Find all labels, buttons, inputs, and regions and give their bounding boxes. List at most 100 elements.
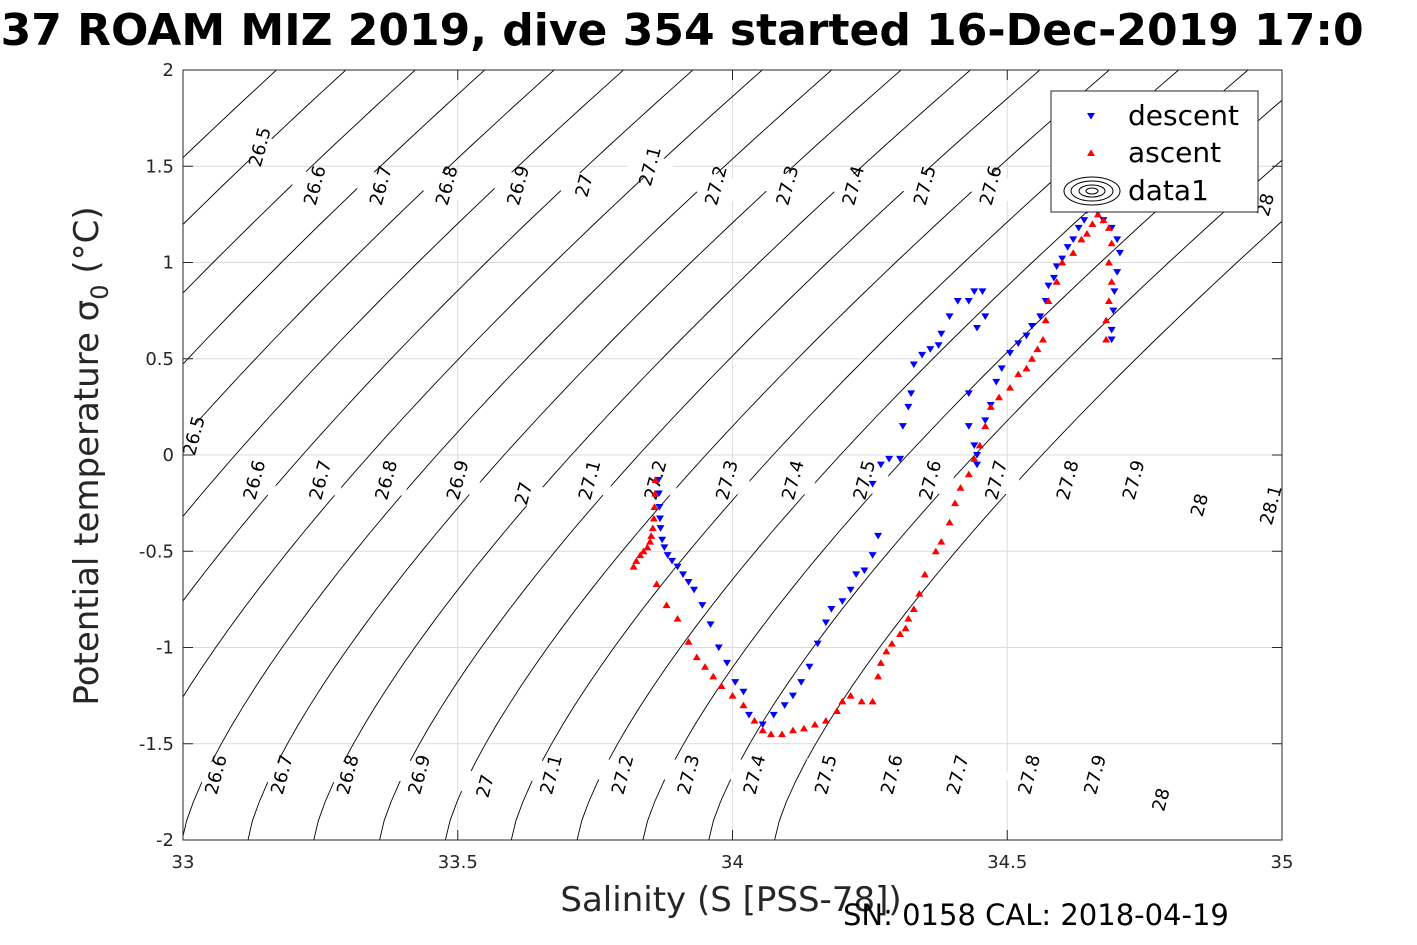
x-tick-label: 34 — [721, 852, 744, 873]
isopycnal-label-bg — [169, 419, 219, 453]
ascent-point — [868, 697, 877, 705]
x-tick-label: 33 — [172, 852, 195, 873]
ascent-point — [951, 499, 960, 507]
isopycnal-label: 26.7 — [267, 753, 298, 797]
descent-point — [964, 390, 973, 397]
ascent-point — [986, 403, 995, 410]
ascent-point — [1082, 230, 1091, 237]
descent-point — [973, 461, 982, 469]
isopycnal-label-bg — [565, 463, 614, 497]
isopycnal-label-bg — [972, 463, 1021, 497]
descent-point — [660, 544, 669, 551]
axis-ticks: 33 33.5 34 34.5 35 -2 -1.5 -1 -0.5 0 0.5 1 1.5 2 — [139, 60, 1294, 873]
isopycnal-label-bg — [422, 169, 471, 202]
descent-point — [846, 586, 855, 594]
descent-point — [1005, 349, 1014, 357]
descent-point — [1049, 274, 1058, 282]
isopycnal-label-bg — [257, 758, 307, 791]
ascent-point — [629, 563, 638, 570]
isopycnal-26.6 — [183, 70, 347, 226]
ascent-point — [896, 630, 905, 638]
legend-label-descent: descent — [1128, 99, 1239, 132]
descent-point — [1110, 288, 1119, 295]
descent-point — [964, 423, 973, 430]
isopycnal-label-bg — [527, 758, 576, 791]
legend-marker-ascent — [1087, 149, 1095, 156]
isopycnal-label: 27.5 — [850, 458, 881, 502]
descent-point — [714, 644, 723, 652]
legend-contour-ring — [1063, 176, 1121, 206]
descent-point — [1036, 313, 1045, 320]
ascent-point — [648, 524, 657, 532]
isopycnal-label: 26.9 — [503, 164, 534, 208]
isopycnal-label: 27.9 — [1080, 753, 1111, 797]
legend-contour-ring — [1078, 184, 1106, 198]
descent-point — [1080, 217, 1089, 224]
isopycnal-label-bg — [1246, 488, 1296, 522]
ascent-point — [739, 701, 748, 709]
ascent-point — [915, 590, 924, 597]
isopycnal-label-bg — [840, 463, 889, 497]
isopycnal-label: 27.1 — [575, 458, 606, 502]
isopycnal-27.8 — [510, 70, 1179, 840]
ascent-point — [1107, 278, 1116, 285]
ascent-point — [1058, 258, 1067, 266]
isopycnal-label-bg — [1175, 488, 1224, 522]
descent-point — [663, 552, 672, 559]
isopycnal-label-bg — [235, 130, 285, 164]
ascent-point — [1005, 384, 1014, 391]
y-tick-label: 0 — [163, 445, 174, 466]
descent-point — [679, 571, 688, 578]
isopycnal-label-bg — [1043, 463, 1092, 497]
descent-point — [805, 663, 814, 671]
isopycnal-label-bg — [296, 463, 345, 497]
isopycnal-26.9 — [183, 70, 555, 439]
descent-point — [904, 403, 913, 411]
descent-point — [1115, 249, 1124, 257]
isopycnal-label: 26.8 — [333, 753, 364, 797]
isopycnal-27.5 — [313, 70, 971, 840]
ascent-point — [1052, 278, 1061, 285]
isopycnal-label-bg — [1071, 758, 1120, 791]
descent-point — [926, 346, 935, 353]
ascent-point — [717, 682, 726, 689]
ascent-point — [652, 580, 661, 587]
descent-point — [868, 480, 877, 488]
x-tick-label: 34.5 — [987, 852, 1027, 873]
isopycnal-label: 26.7 — [366, 164, 397, 208]
isopycnal-label-bg — [1137, 783, 1186, 816]
legend-label-ascent: ascent — [1128, 136, 1221, 169]
chart-title: 537 ROAM MIZ 2019, dive 354 started 16-D… — [0, 5, 1364, 56]
ascent-point — [846, 692, 855, 699]
descent-point — [909, 361, 918, 369]
isopycnal-label-bg — [323, 758, 372, 791]
descent-point — [945, 313, 954, 320]
descent-point — [684, 579, 693, 586]
descent-point — [656, 525, 665, 532]
x-tick-label: 33.5 — [438, 852, 478, 873]
descent-point — [744, 711, 753, 719]
ascent-point — [650, 503, 659, 510]
isopycnal-label-bg — [906, 463, 955, 497]
isopycnal-label: 27.3 — [674, 753, 705, 797]
legend-contour-ring — [1085, 187, 1099, 195]
isopycnal-label: 27.2 — [608, 753, 639, 797]
ascent-point — [832, 707, 841, 715]
ascent-point — [981, 422, 990, 430]
descent-point — [973, 324, 982, 332]
data-points — [629, 201, 1124, 738]
ascent-point — [799, 724, 808, 732]
isopycnal-label-bg — [230, 463, 279, 497]
ascent-point — [766, 730, 775, 738]
isopycnal-label-bg — [867, 758, 916, 791]
isopycnal-27.4 — [247, 70, 902, 840]
descent-point — [827, 606, 836, 613]
ascent-point — [876, 659, 885, 666]
descent-point — [780, 702, 789, 709]
descent-point — [655, 503, 664, 511]
isopycnal-label: 27.1 — [635, 144, 666, 188]
descent-point — [788, 692, 797, 700]
x-axis-label: Salinity (S [PSS-78]) — [560, 880, 902, 920]
isopycnal-26.7 — [183, 70, 416, 294]
ascent-point — [651, 489, 660, 497]
